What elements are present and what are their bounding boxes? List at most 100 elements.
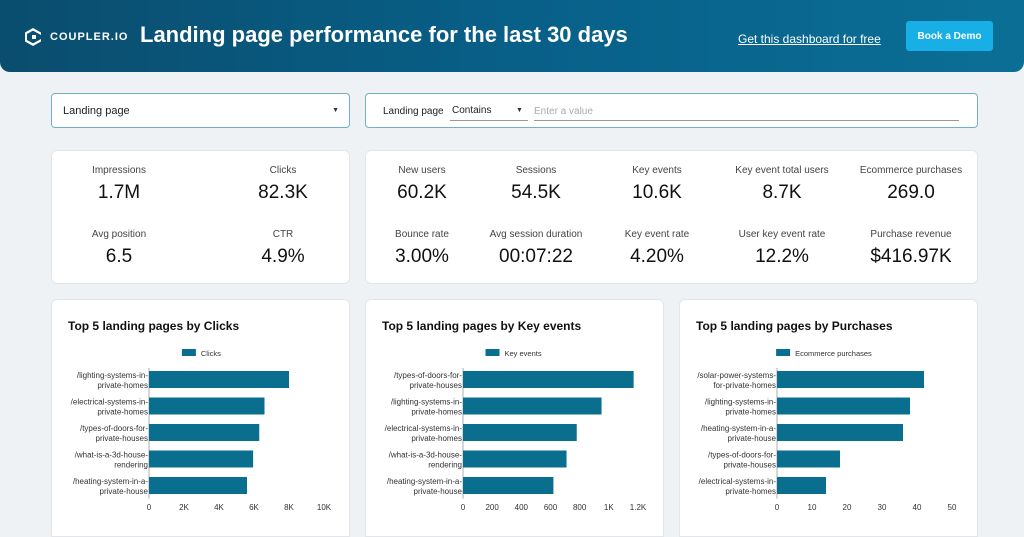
logo-text: COUPLER.IO bbox=[50, 31, 129, 43]
x-tick-label: 600 bbox=[544, 503, 558, 512]
kpi-key-event-rate: Key event rate 4.20% bbox=[607, 229, 707, 268]
header-bar: COUPLER.IO Landing page performance for … bbox=[0, 0, 1024, 72]
kpi-label: Ecommerce purchases bbox=[859, 165, 963, 176]
category-label: rendering bbox=[114, 461, 148, 470]
kpi-label: Key events bbox=[632, 165, 682, 176]
bar bbox=[777, 450, 840, 468]
category-label: /electrical-systems-in- bbox=[71, 398, 149, 407]
category-label: private-homes bbox=[97, 408, 148, 417]
category-label: /types-of-doors-for- bbox=[708, 451, 776, 460]
kpi-label: New users bbox=[398, 165, 446, 176]
kpi-ctr: CTR 4.9% bbox=[233, 229, 333, 268]
kpi-label: Impressions bbox=[92, 165, 146, 176]
kpi-clicks: Clicks 82.3K bbox=[233, 165, 333, 204]
kpi-label: CTR bbox=[272, 229, 294, 240]
kpi-value: $416.97K bbox=[870, 246, 952, 267]
bar bbox=[149, 450, 254, 468]
operator-underline bbox=[450, 120, 528, 121]
category-label: /electrical-systems-in- bbox=[699, 477, 777, 486]
kpi-user-key-event-rate: User key event rate 12.2% bbox=[722, 229, 842, 268]
x-tick-label: 1K bbox=[604, 503, 614, 512]
kpi-ecommerce-purchases: Ecommerce purchases 269.0 bbox=[851, 165, 971, 204]
category-label: /heating-system-in-a- bbox=[701, 424, 776, 433]
x-tick-label: 1.2K bbox=[630, 503, 647, 512]
kpi-value: 8.7K bbox=[762, 182, 802, 203]
category-label: /solar-power-systems- bbox=[697, 371, 776, 380]
get-dashboard-link[interactable]: Get this dashboard for free bbox=[738, 32, 881, 46]
chart-title: Top 5 landing pages by Clicks bbox=[68, 319, 240, 333]
kpi-impressions: Impressions 1.7M bbox=[69, 165, 169, 204]
bar bbox=[149, 424, 260, 441]
kpi-label: User key event rate bbox=[738, 229, 826, 240]
kpi-avg-session-duration: Avg session duration 00:07:22 bbox=[476, 229, 596, 268]
landing-page-filter: Landing page Contains ▼ bbox=[365, 93, 978, 128]
category-label: rendering bbox=[428, 461, 462, 470]
x-tick-label: 4K bbox=[214, 503, 224, 512]
legend-swatch bbox=[181, 349, 196, 356]
category-label: /what-is-a-3d-house- bbox=[389, 451, 463, 460]
coupler-logo-icon bbox=[25, 28, 41, 46]
kpi-new-users: New users 60.2K bbox=[372, 165, 472, 204]
category-label: private-homes bbox=[725, 408, 776, 417]
category-label: private-house bbox=[100, 487, 149, 496]
kpi-key-events: Key events 10.6K bbox=[607, 165, 707, 204]
x-tick-label: 40 bbox=[913, 503, 922, 512]
kpi-value: 10.6K bbox=[632, 182, 682, 203]
bar bbox=[463, 397, 602, 415]
kpi-bounce-rate: Bounce rate 3.00% bbox=[372, 229, 472, 268]
category-label: private-homes bbox=[725, 487, 776, 496]
kpi-label: Avg session duration bbox=[489, 229, 583, 240]
purchases-bar-chart: Ecommerce purchases/solar-power-systems-… bbox=[697, 349, 957, 512]
key-events-chart-card: Top 5 landing pages by Key events Key ev… bbox=[365, 299, 664, 537]
bar bbox=[777, 424, 903, 441]
bar bbox=[463, 477, 554, 494]
clicks-bar-chart: Clicks/lighting-systems-in-private-homes… bbox=[71, 349, 332, 512]
category-label: /heating-system-in-a- bbox=[73, 477, 148, 486]
kpi-label: Key event rate bbox=[624, 229, 690, 240]
category-label: private-homes bbox=[411, 408, 462, 417]
landing-page-select[interactable]: Landing page ▼ bbox=[51, 93, 350, 128]
legend-label: Key events bbox=[505, 349, 542, 358]
operator-select[interactable]: Contains bbox=[452, 105, 492, 116]
filter-value-input[interactable] bbox=[534, 103, 959, 121]
category-label: /types-of-doors-for- bbox=[394, 371, 462, 380]
bar bbox=[149, 371, 289, 388]
bar bbox=[463, 371, 634, 388]
category-label: for-private-homes bbox=[713, 381, 776, 390]
book-demo-button[interactable]: Book a Demo bbox=[906, 21, 993, 51]
category-label: /lighting-systems-in- bbox=[77, 371, 148, 380]
clicks-chart-card: Top 5 landing pages by Clicks Clicks/lig… bbox=[51, 299, 350, 537]
category-label: private-house bbox=[414, 487, 463, 496]
chart-title: Top 5 landing pages by Purchases bbox=[696, 319, 893, 333]
category-label: private-house bbox=[728, 434, 777, 443]
filter-field-label: Landing page bbox=[383, 106, 444, 117]
kpi-value: 4.9% bbox=[261, 246, 305, 267]
x-tick-label: 30 bbox=[878, 503, 887, 512]
bar bbox=[777, 397, 910, 415]
category-label: /types-of-doors-for- bbox=[80, 424, 148, 433]
key-events-bar-chart: Key events/types-of-doors-for-private-ho… bbox=[385, 349, 647, 512]
kpi-sessions: Sessions 54.5K bbox=[486, 165, 586, 204]
x-tick-label: 400 bbox=[515, 503, 529, 512]
category-label: /heating-system-in-a- bbox=[387, 477, 462, 486]
x-tick-label: 10 bbox=[808, 503, 817, 512]
category-label: /lighting-systems-in- bbox=[705, 398, 776, 407]
category-label: private-homes bbox=[97, 381, 148, 390]
category-label: /lighting-systems-in- bbox=[391, 398, 462, 407]
x-tick-label: 0 bbox=[147, 503, 152, 512]
bar bbox=[777, 371, 924, 388]
x-tick-label: 8K bbox=[284, 503, 294, 512]
x-tick-label: 0 bbox=[461, 503, 466, 512]
x-tick-label: 2K bbox=[179, 503, 189, 512]
x-tick-label: 50 bbox=[948, 503, 957, 512]
x-tick-label: 200 bbox=[485, 503, 499, 512]
coupler-logo[interactable]: COUPLER.IO bbox=[22, 26, 128, 48]
category-label: private-houses bbox=[96, 434, 148, 443]
landing-page-select-label: Landing page bbox=[63, 105, 130, 117]
chevron-down-icon[interactable]: ▼ bbox=[516, 107, 523, 114]
bar bbox=[463, 450, 567, 468]
kpi-label: Bounce rate bbox=[395, 229, 449, 240]
kpi-avg-position: Avg position 6.5 bbox=[69, 229, 169, 268]
kpi-value: 3.00% bbox=[395, 246, 449, 267]
bar bbox=[149, 397, 265, 415]
